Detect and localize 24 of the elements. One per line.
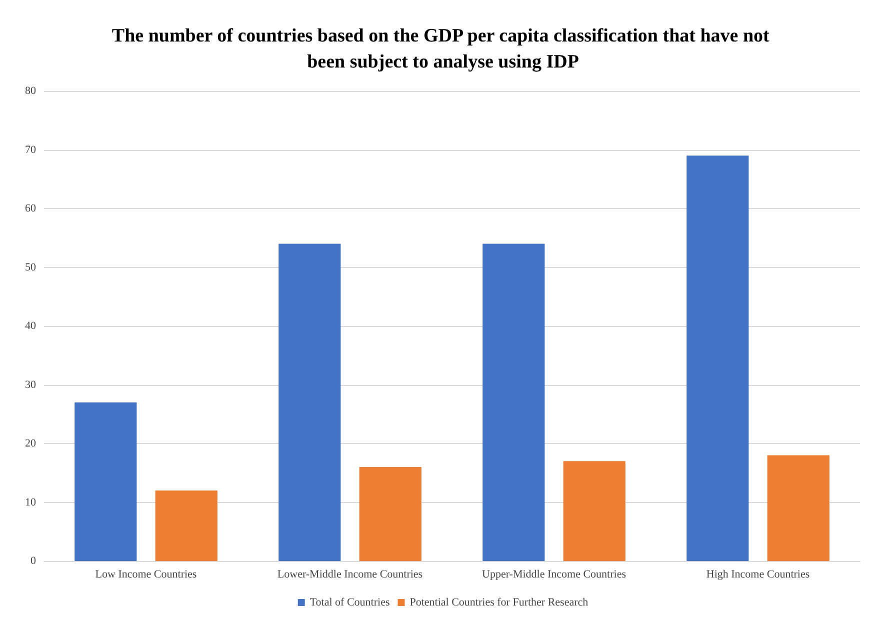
bar [74, 402, 137, 561]
chart-title: The number of countries based on the GDP per capita classification that have not been subject to analyse using IDP [112, 26, 774, 72]
y-tick-label: 80 [25, 85, 36, 97]
bar [482, 244, 545, 561]
x-tick-label: Low Income Countries [95, 568, 197, 580]
x-tick-label: Lower-Middle Income Countries [277, 568, 423, 580]
y-tick-label: 70 [25, 144, 36, 156]
bar [767, 455, 830, 561]
bar [359, 467, 422, 561]
bar [278, 244, 341, 561]
bar [155, 490, 218, 561]
y-tick-label: 0 [30, 555, 36, 567]
y-tick-label: 10 [25, 496, 36, 508]
x-tick-label: Upper-Middle Income Countries [482, 568, 626, 580]
y-tick-label: 30 [25, 378, 36, 391]
legend-label: Total of Countries [310, 596, 390, 608]
y-tick-label: 60 [25, 202, 36, 214]
bar [563, 461, 626, 561]
y-tick-label: 40 [25, 320, 36, 332]
y-tick-label: 50 [25, 261, 36, 274]
y-tick-label: 20 [25, 438, 36, 450]
bar [686, 156, 749, 561]
legend-label: Potential Countries for Further Research [410, 596, 589, 608]
x-tick-label: High Income Countries [706, 568, 810, 580]
